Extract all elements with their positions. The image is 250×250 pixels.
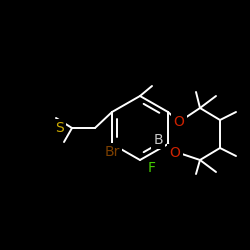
- Text: O: O: [174, 115, 184, 129]
- Text: S: S: [56, 121, 64, 135]
- Text: Br: Br: [104, 145, 120, 159]
- Text: B: B: [153, 133, 163, 147]
- Text: F: F: [148, 161, 156, 175]
- Text: O: O: [170, 146, 180, 160]
